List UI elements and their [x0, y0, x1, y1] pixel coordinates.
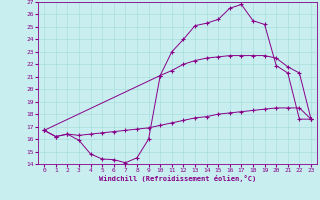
X-axis label: Windchill (Refroidissement éolien,°C): Windchill (Refroidissement éolien,°C)	[99, 175, 256, 182]
